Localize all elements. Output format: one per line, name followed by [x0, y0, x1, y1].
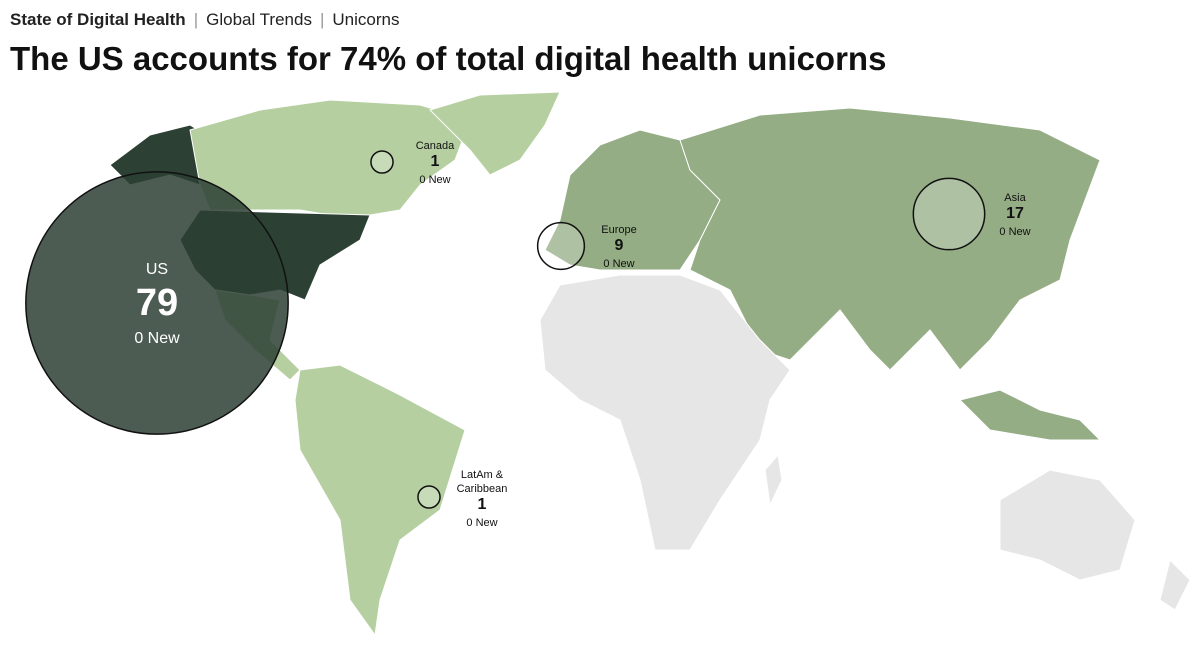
region-count: 1 [431, 153, 440, 170]
region-name: US [146, 261, 168, 278]
region-count: 1 [478, 496, 487, 513]
region-new: 0 New [603, 258, 634, 270]
separator: | [319, 10, 325, 29]
region-count: 79 [136, 282, 178, 324]
breadcrumb: State of Digital Health | Global Trends | Un… [10, 10, 399, 30]
region-new: 0 New [419, 174, 450, 186]
title: The US accounts for 74% of total digital… [10, 40, 887, 77]
land [109, 91, 1191, 637]
separator: | [193, 10, 199, 29]
australia [999, 469, 1136, 581]
se-asia-islands [959, 389, 1102, 441]
greenland [429, 91, 561, 176]
region-count: 9 [615, 237, 624, 254]
new-zealand [1159, 559, 1191, 611]
crumb: State of Digital Health [10, 10, 186, 29]
region-name: Canada [416, 140, 455, 152]
region-name: Europe [601, 224, 636, 236]
region-new: 0 New [999, 226, 1030, 238]
bubble [25, 171, 289, 435]
africa [539, 274, 791, 551]
region-new: 0 New [134, 330, 180, 347]
bubble [536, 221, 586, 271]
asia [679, 107, 1101, 371]
bubble [417, 485, 441, 509]
crumb: Unicorns [332, 10, 400, 29]
madagascar [764, 453, 783, 507]
region-count: 17 [1006, 205, 1024, 222]
south-america [294, 364, 466, 637]
europe [544, 129, 721, 271]
region-name: LatAm & Caribbean [457, 469, 508, 495]
region-name: Asia [1004, 192, 1026, 204]
region-new: 0 New [466, 517, 497, 529]
bubble [912, 177, 986, 251]
crumb: Global Trends [206, 10, 312, 29]
bubble [370, 150, 394, 174]
